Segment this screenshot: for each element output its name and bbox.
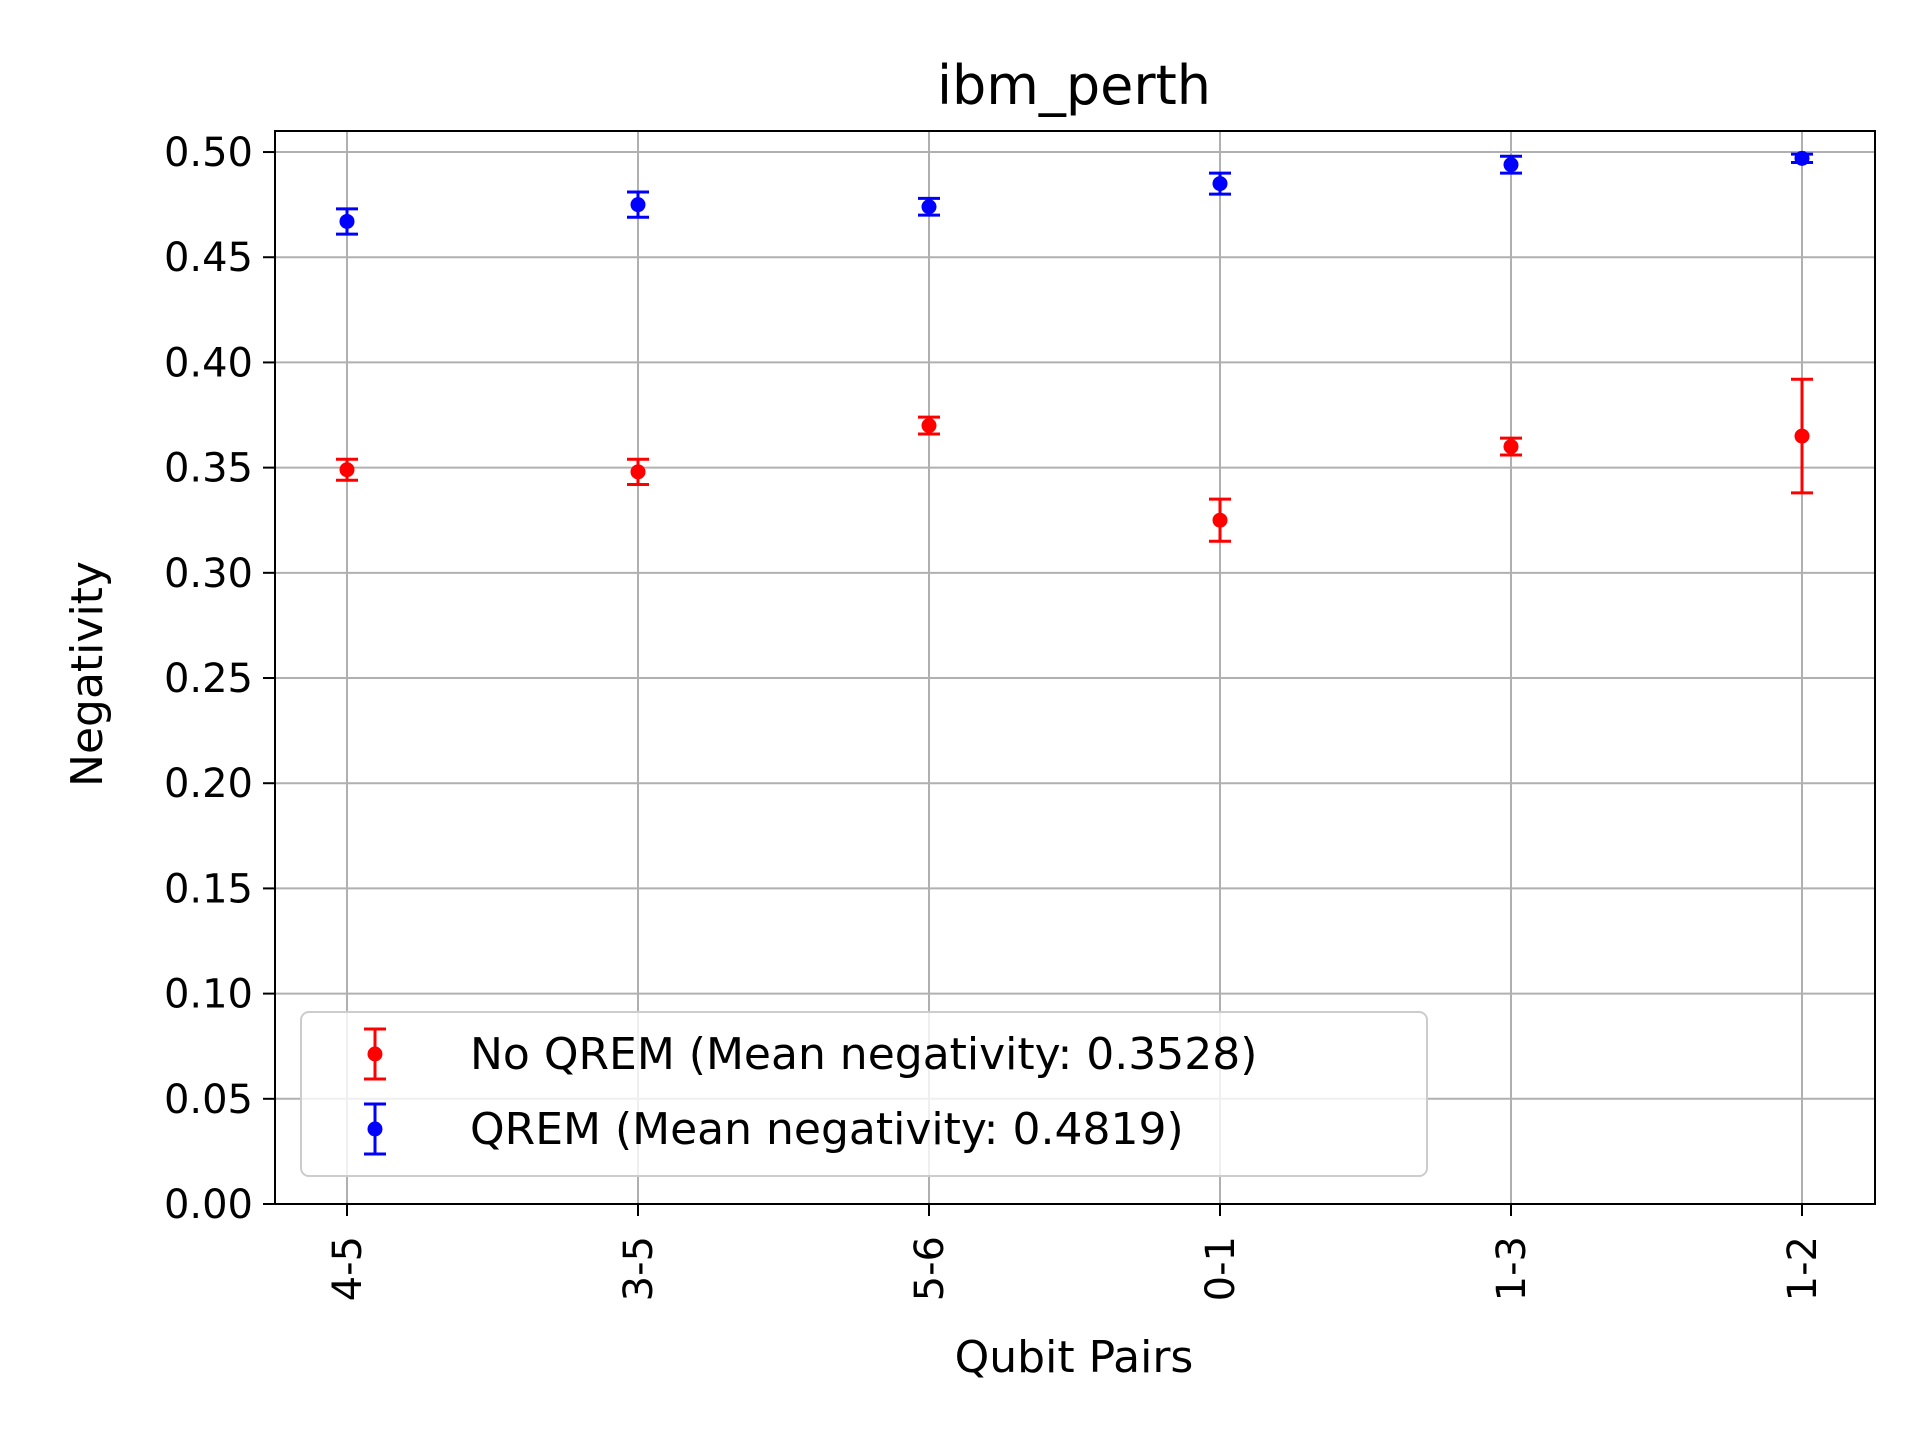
x-tick-label: 1-2: [1780, 1236, 1826, 1301]
legend-label: No QREM (Mean negativity: 0.3528): [470, 1029, 1257, 1080]
data-points: [336, 150, 1813, 543]
y-tick-label: 0.45: [164, 235, 253, 281]
legend-label: QREM (Mean negativity: 0.4819): [470, 1104, 1184, 1155]
chart-title: ibm_perth: [937, 54, 1211, 117]
data-point: [1503, 157, 1519, 173]
data-point: [1503, 439, 1519, 455]
x-tick-label: 3-5: [616, 1236, 662, 1301]
x-tick-label: 5-6: [907, 1236, 953, 1301]
data-point: [1794, 150, 1810, 166]
y-tick-label: 0.50: [164, 130, 253, 176]
y-tick-label: 0.05: [164, 1077, 253, 1123]
y-tick-label: 0.35: [164, 446, 253, 492]
y-tick-label: 0.00: [164, 1182, 253, 1228]
legend-marker: [367, 1046, 383, 1062]
y-axis-label: Negativity: [62, 561, 113, 787]
ticks: 0.00 0.05 0.10 0.15 0.20 0.25 0.30 0.35 0.40 0.45…: [164, 130, 1826, 1301]
data-point: [1212, 176, 1228, 192]
y-tick-label: 0.15: [164, 866, 253, 912]
data-point: [630, 197, 646, 213]
x-tick-label: 0-1: [1198, 1236, 1244, 1301]
x-tick-label: 4-5: [325, 1236, 371, 1301]
legend-box: [300, 1011, 1428, 1177]
legend: No QREM (Mean negativity: 0.3528) QREM (M…: [300, 1011, 1428, 1177]
data-point: [339, 213, 355, 229]
data-point: [1794, 428, 1810, 444]
data-point: [339, 462, 355, 478]
data-point: [1212, 512, 1228, 528]
y-tick-label: 0.40: [164, 340, 253, 386]
y-tick-label: 0.25: [164, 656, 253, 702]
x-axis-label: Qubit Pairs: [955, 1332, 1194, 1383]
plot-frame: [274, 130, 1876, 1205]
legend-marker: [367, 1121, 383, 1137]
data-point: [921, 418, 937, 434]
x-tick-label: 1-3: [1489, 1236, 1535, 1301]
y-tick-label: 0.10: [164, 972, 253, 1018]
data-point: [921, 199, 937, 215]
data-point: [630, 464, 646, 480]
y-tick-label: 0.20: [164, 761, 253, 807]
y-tick-label: 0.30: [164, 551, 253, 597]
